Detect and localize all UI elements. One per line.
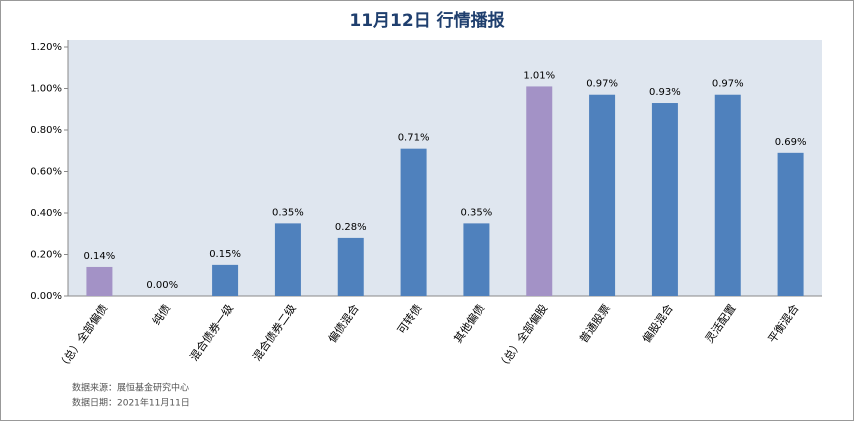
- value-label: 0.35%: [272, 207, 304, 218]
- y-tick-label: 1.20%: [30, 42, 62, 53]
- value-label: 0.93%: [649, 87, 681, 98]
- y-tick-label: 0.40%: [30, 208, 62, 219]
- value-label: 0.35%: [461, 207, 493, 218]
- value-label: 0.69%: [775, 137, 807, 148]
- value-label: 1.01%: [523, 70, 555, 81]
- bar: [714, 94, 741, 296]
- bar: [589, 94, 616, 296]
- y-tick-label: 0.80%: [30, 125, 62, 136]
- value-label: 0.00%: [146, 280, 178, 291]
- bar: [274, 223, 301, 296]
- bar: [526, 86, 553, 296]
- date-note: 数据日期：2021年11月11日: [72, 397, 190, 409]
- y-tick-label: 0.60%: [30, 167, 62, 178]
- bar: [400, 148, 427, 296]
- bar: [651, 103, 678, 297]
- y-tick-label: 0.20%: [30, 250, 62, 261]
- plot-area: [68, 40, 822, 296]
- y-tick-label: 1.00%: [30, 84, 62, 95]
- bar: [212, 264, 239, 296]
- value-label: 0.15%: [209, 249, 241, 260]
- value-label: 0.97%: [586, 79, 618, 90]
- value-label: 0.14%: [84, 251, 116, 262]
- bar: [86, 266, 113, 296]
- value-label: 0.71%: [398, 133, 430, 144]
- bar: [463, 223, 490, 296]
- source-note: 数据来源：展恒基金研究中心: [72, 382, 189, 394]
- y-tick-label: 0.00%: [30, 291, 62, 302]
- bar: [777, 152, 804, 296]
- value-label: 0.28%: [335, 222, 367, 233]
- bar: [337, 237, 364, 296]
- value-label: 0.97%: [712, 79, 744, 90]
- chart-title: 11月12日 行情播报: [349, 10, 504, 31]
